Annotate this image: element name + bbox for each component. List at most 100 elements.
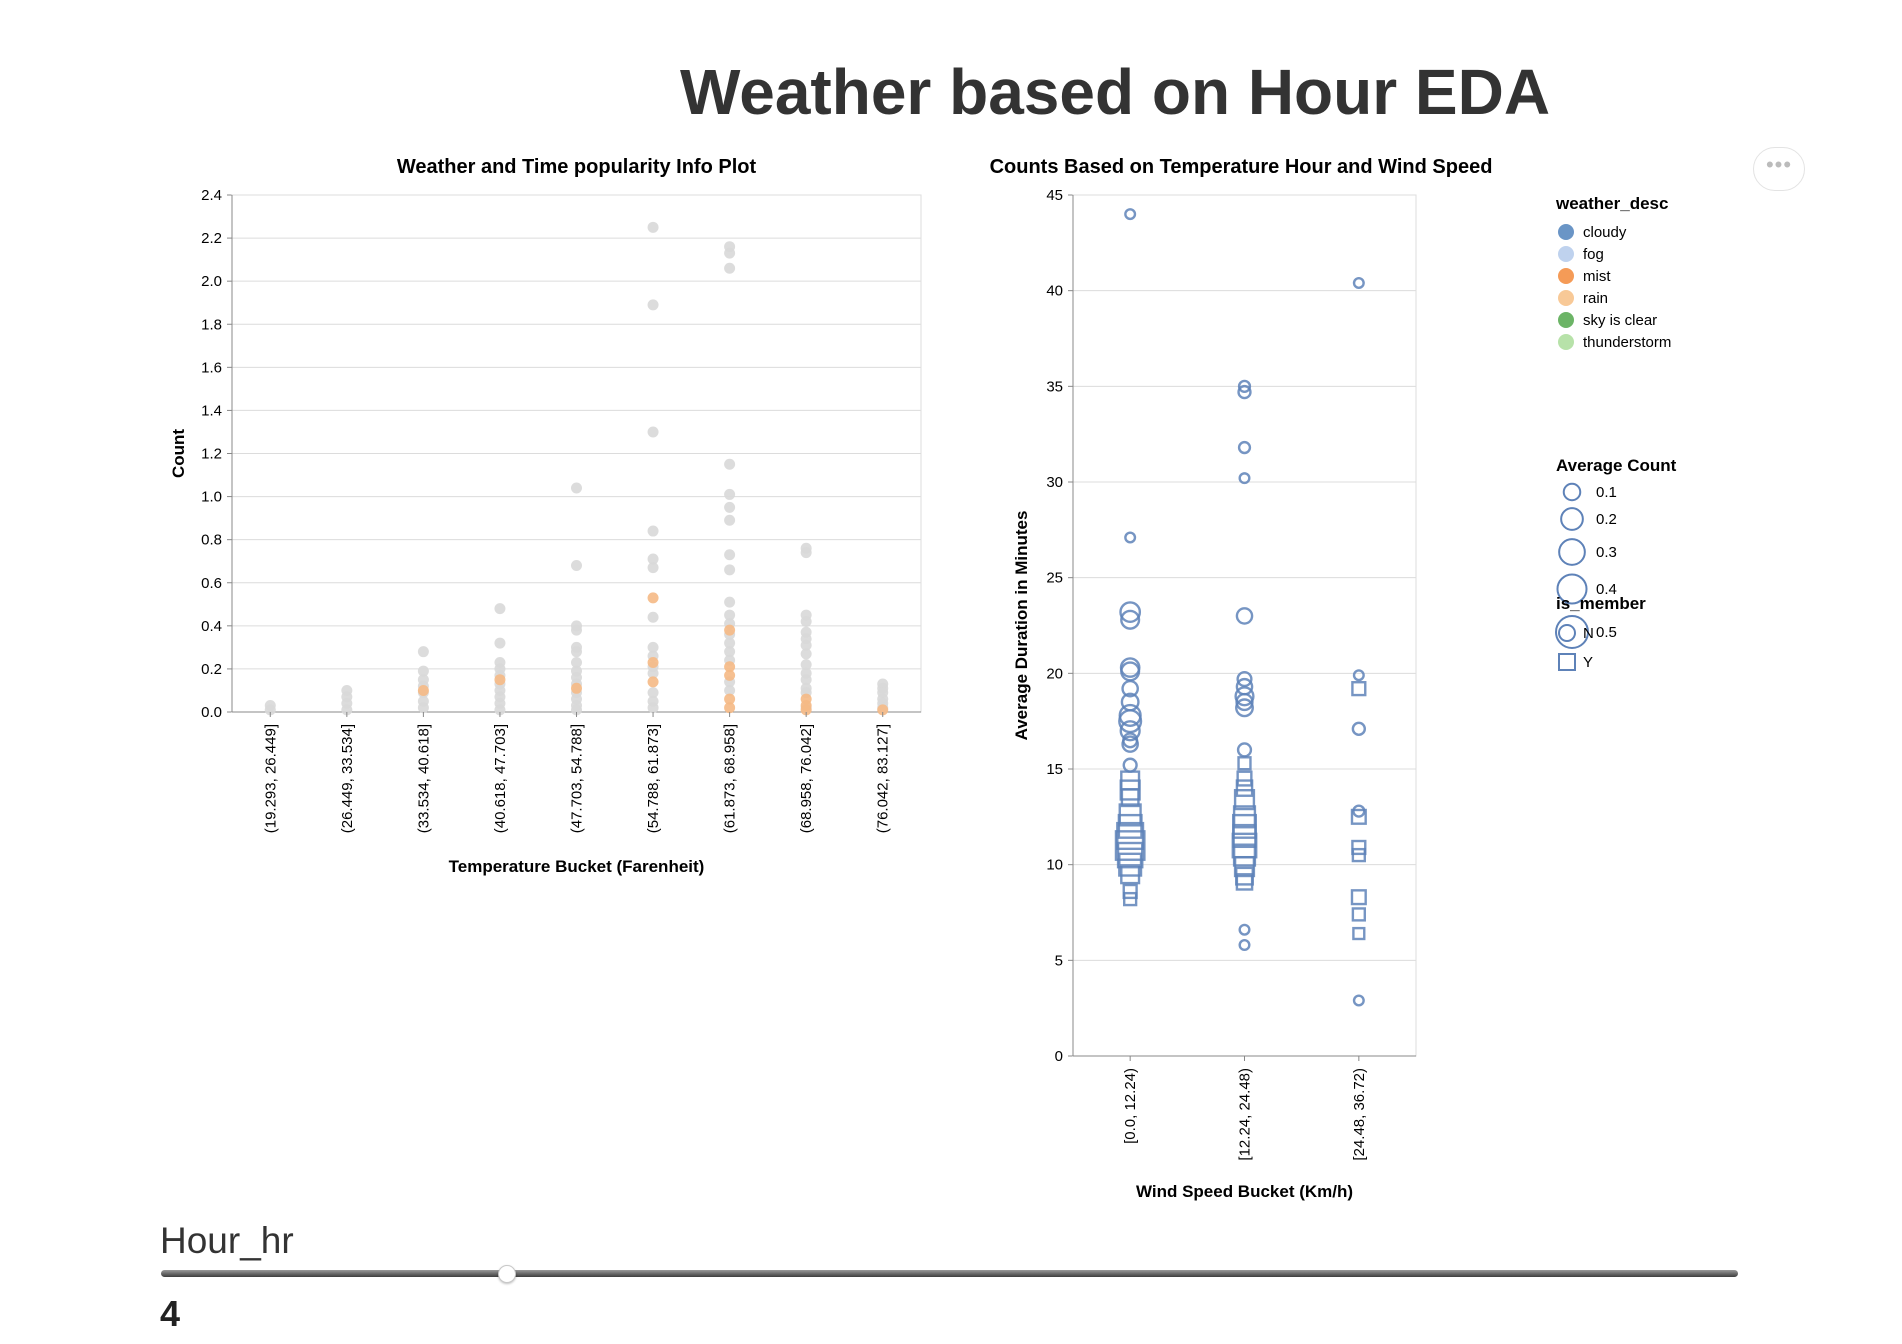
data-point-square [1233, 855, 1256, 878]
data-point [800, 659, 812, 671]
y-tick-label: 0.2 [201, 661, 222, 678]
data-point [417, 684, 429, 696]
chart-wind-duration: 0 5 10 15 20 25 30 35 40 45 [0.0, 12.24) [12.24, 24… [990, 156, 1493, 1201]
data-point [571, 656, 582, 668]
data-point-circle [1352, 669, 1365, 682]
data-point [341, 704, 353, 716]
page-title: Weather based on Hour EDA [679, 56, 1551, 128]
data-point-circle [1237, 384, 1252, 400]
data-point-square [1352, 926, 1366, 941]
chart-temperature-count: 0.0 0.2 0.4 0.6 0.8 1.0 1.2 1.4 1.6 1.8 2.0 2.2 2.4 (… [169, 156, 922, 876]
data-point-square [1120, 788, 1140, 808]
y-tick-label: 2.4 [201, 187, 222, 204]
data-point [724, 661, 736, 673]
data-point-square [1235, 873, 1254, 891]
y-tick-label: 1.8 [201, 316, 222, 333]
data-point-square [1351, 681, 1367, 697]
legend-label: rain [1583, 290, 1608, 307]
data-point-circle [1122, 757, 1138, 773]
chart-title: Counts Based on Temperature Hour and Win… [990, 156, 1493, 178]
data-point-circle [1235, 692, 1254, 712]
y-tick-label: 30 [1046, 474, 1063, 491]
legend-label: 0.3 [1596, 544, 1617, 561]
data-point [264, 704, 276, 716]
hour-slider-handle[interactable] [497, 1265, 516, 1283]
data-point [647, 611, 659, 623]
legend-shape-circle [1558, 624, 1576, 642]
data-point-square [1351, 839, 1367, 856]
data-point [800, 616, 812, 628]
x-tick-label: (47.703, 54.788] [569, 724, 586, 833]
data-point [724, 669, 736, 681]
data-point [494, 637, 506, 649]
data-point [724, 693, 736, 705]
x-tick-label: [12.24, 24.48) [1237, 1068, 1254, 1161]
data-point [494, 704, 506, 716]
y-tick-label: 15 [1046, 761, 1063, 778]
data-point [724, 637, 736, 649]
y-tick-label: 2.0 [201, 273, 222, 290]
data-point [571, 704, 582, 716]
data-point-square [1118, 852, 1143, 877]
data-point [724, 702, 736, 714]
legend-size-symbol [1555, 615, 1589, 649]
data-point [647, 562, 659, 574]
data-point-circle [1237, 379, 1252, 393]
data-point-circle [1237, 440, 1252, 455]
data-point-square [1237, 756, 1252, 771]
legend-title-member: is_member [1556, 594, 1646, 613]
y-tick-label: 0.4 [201, 618, 222, 635]
chart-title: Weather and Time popularity Info Plot [397, 156, 757, 178]
data-point-square [1117, 813, 1143, 839]
legend-label: 0.4 [1596, 581, 1617, 598]
x-axis-title: Temperature Bucket (Farenheit) [449, 857, 705, 876]
data-point-circle [1238, 923, 1251, 936]
x-axis-title: Wind Speed Bucket (Km/h) [1136, 1182, 1353, 1201]
legend-label: cloudy [1583, 224, 1627, 241]
data-point [417, 702, 429, 714]
hour-slider-track[interactable] [161, 1270, 1738, 1277]
legend-label: 0.5 [1596, 624, 1617, 641]
data-point-square [1232, 843, 1257, 867]
y-tick-label: 25 [1046, 570, 1063, 587]
data-point-circle [1235, 607, 1254, 625]
data-point [800, 648, 812, 660]
chart-actions-button[interactable]: ••• [1753, 147, 1805, 191]
legend-label: N [1583, 625, 1594, 642]
data-point-square [1235, 779, 1254, 797]
data-point-circle [1121, 735, 1139, 753]
y-tick-label: 2.2 [201, 230, 222, 247]
data-point [571, 482, 582, 494]
data-point [647, 702, 659, 714]
data-point [724, 262, 736, 274]
data-point [571, 646, 582, 658]
legend-shape-square [1558, 653, 1576, 671]
legend-swatch [1558, 312, 1574, 328]
legend-size-symbol [1560, 507, 1584, 531]
data-point-circle [1124, 531, 1137, 544]
data-point-square [1351, 847, 1366, 863]
data-point-square [1233, 789, 1256, 811]
legend-size-symbol [1558, 538, 1586, 566]
y-tick-label: 0 [1055, 1048, 1063, 1065]
data-point [724, 684, 736, 696]
data-point [724, 549, 736, 561]
x-tick-label: (68.958, 76.042] [798, 724, 815, 833]
data-point [647, 553, 659, 565]
x-tick-label: (26.449, 33.534] [339, 724, 356, 833]
x-tick-label: (33.534, 40.618] [415, 724, 432, 833]
data-point-circle [1118, 703, 1142, 728]
data-point [647, 656, 659, 668]
data-point [647, 592, 659, 604]
slider-label: Hour_hr [160, 1220, 294, 1261]
data-point [800, 639, 812, 651]
data-point [724, 596, 736, 608]
data-point-circle [1119, 657, 1141, 678]
x-tick-label: (76.042, 83.127] [875, 724, 892, 833]
data-point [417, 646, 429, 658]
x-tick-label: [24.48, 36.72) [1351, 1068, 1368, 1161]
x-tick-label: (61.873, 68.958] [722, 724, 739, 833]
data-point [724, 624, 736, 636]
legend-label: 0.2 [1596, 511, 1617, 528]
data-point [571, 682, 582, 694]
